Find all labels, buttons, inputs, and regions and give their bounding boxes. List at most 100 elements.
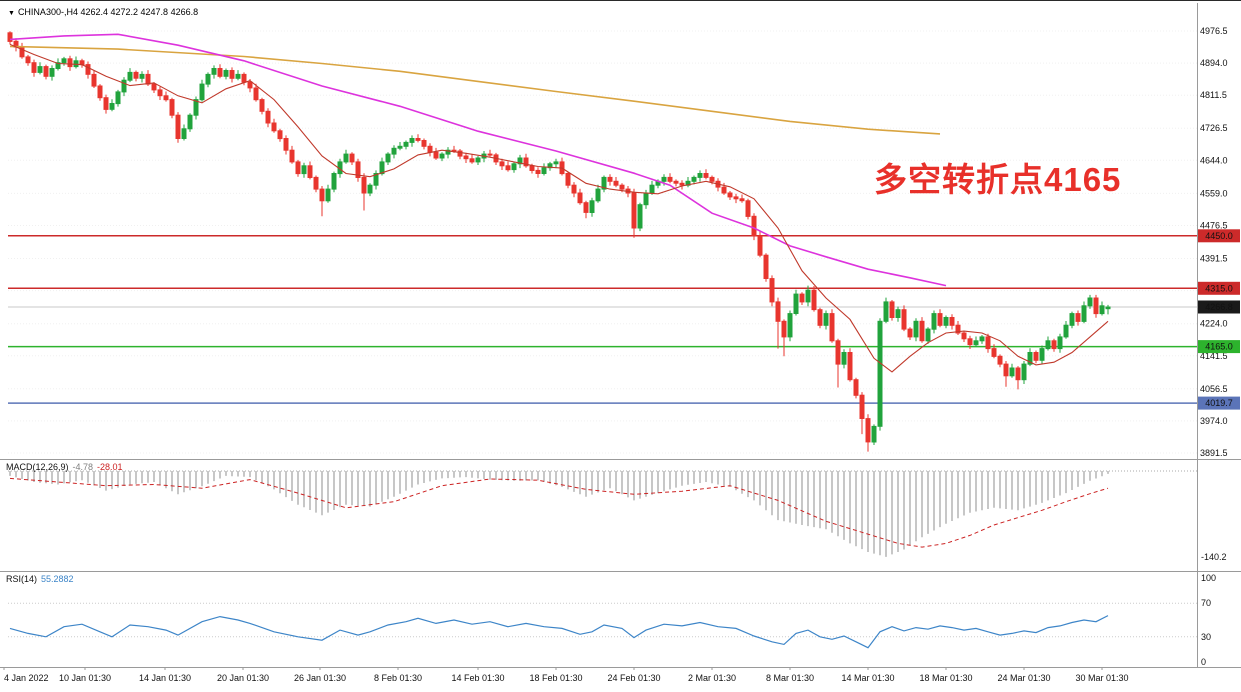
candle <box>325 188 331 202</box>
rsi-name: RSI(14) <box>6 574 38 584</box>
candle <box>751 215 757 237</box>
candle <box>535 169 541 174</box>
candle <box>385 153 391 163</box>
candle <box>895 309 901 319</box>
candle <box>343 153 349 163</box>
candle <box>379 161 385 175</box>
candle <box>889 301 895 318</box>
candle <box>961 332 967 340</box>
candle <box>277 130 283 140</box>
candle <box>139 73 145 79</box>
candle <box>391 147 397 155</box>
time-axis-label[interactable]: 24 Mar 01:30 <box>997 673 1050 683</box>
rsi-indicator-label: RSI(14) 55.2882 <box>6 574 74 584</box>
candle <box>157 89 163 97</box>
time-axis-label[interactable]: 30 Mar 01:30 <box>1075 673 1128 683</box>
candle <box>91 73 97 87</box>
candle <box>433 151 439 159</box>
price-axis-label: 4644.0 <box>1200 155 1228 165</box>
candle <box>757 235 763 256</box>
candle <box>925 328 931 342</box>
candle <box>1051 340 1057 350</box>
candle <box>43 66 49 77</box>
price-tag-label: 4315.0 <box>1205 283 1233 293</box>
candle <box>541 167 547 174</box>
time-axis-label[interactable]: 8 Mar 01:30 <box>766 673 814 683</box>
rsi-line <box>9 615 1109 649</box>
candle <box>643 192 649 206</box>
candle <box>1069 313 1075 326</box>
candle <box>31 62 37 73</box>
candle <box>49 68 55 77</box>
time-axis-label[interactable]: 4 Jan 2022 <box>4 673 49 683</box>
time-axis-label[interactable]: 18 Mar 01:30 <box>919 673 972 683</box>
candle <box>673 180 679 184</box>
time-axis-label[interactable]: 18 Feb 01:30 <box>529 673 582 683</box>
candle <box>721 186 727 194</box>
candle <box>265 110 271 124</box>
candle <box>1099 305 1105 315</box>
candle <box>181 128 187 140</box>
candle <box>295 161 301 175</box>
candle <box>301 165 307 175</box>
candle <box>985 336 991 350</box>
ma-fast-line[interactable] <box>9 43 1109 373</box>
candle <box>457 150 463 157</box>
candle <box>199 83 205 101</box>
candle <box>373 173 379 186</box>
candle <box>307 165 313 179</box>
chart-header: ▼ CHINA300-,H4 4262.4 4272.2 4247.8 4266.… <box>8 7 198 17</box>
candle <box>1015 367 1021 381</box>
candle <box>865 418 871 443</box>
candle <box>883 301 889 322</box>
time-axis-label[interactable]: 8 Feb 01:30 <box>374 673 422 683</box>
candle <box>679 182 685 186</box>
candle <box>319 188 325 202</box>
candle <box>733 196 739 200</box>
candle <box>799 293 805 303</box>
candle <box>745 200 751 217</box>
price-axis-label: 4476.5 <box>1200 221 1228 231</box>
time-axis-label[interactable]: 14 Jan 01:30 <box>139 673 191 683</box>
candle <box>937 313 943 326</box>
candle <box>271 122 277 132</box>
time-axis-label[interactable]: 26 Jan 01:30 <box>294 673 346 683</box>
candle <box>415 138 421 141</box>
time-axis-label[interactable]: 14 Mar 01:30 <box>841 673 894 683</box>
candle <box>397 145 403 149</box>
price-tag-label: 4019.7 <box>1205 398 1233 408</box>
annotation-text[interactable]: 多空转折点4165 <box>874 161 1122 198</box>
macd-signal-line <box>9 477 1109 548</box>
price-axis-label: 3891.5 <box>1200 448 1228 458</box>
ma-slow-line[interactable] <box>9 45 941 135</box>
candle <box>163 95 169 101</box>
candle <box>229 70 235 79</box>
candle <box>775 301 781 322</box>
candle <box>823 313 829 326</box>
time-axis-label[interactable]: 2 Mar 01:30 <box>688 673 736 683</box>
macd-main-value: -4.78 <box>72 462 94 472</box>
ma-mid-line[interactable] <box>9 33 947 287</box>
rsi-axis-label: 70 <box>1201 598 1211 608</box>
price-axis-label: 3974.0 <box>1200 416 1228 426</box>
candle <box>781 320 787 338</box>
time-axis-label[interactable]: 10 Jan 01:30 <box>59 673 111 683</box>
candle <box>439 153 445 159</box>
time-axis-label[interactable]: 14 Feb 01:30 <box>451 673 504 683</box>
candle <box>1033 352 1039 361</box>
candle <box>817 309 823 326</box>
candle <box>511 163 517 171</box>
candle <box>631 192 637 229</box>
symbol-period-label: CHINA300-,H4 <box>17 7 78 17</box>
time-axis-label[interactable]: 20 Jan 01:30 <box>217 673 269 683</box>
candle <box>205 73 211 85</box>
price-axis-label: 4056.5 <box>1200 384 1228 394</box>
macd-axis-label: -140.2 <box>1201 552 1227 562</box>
candle <box>637 204 643 229</box>
candle <box>1003 363 1009 377</box>
candle <box>577 192 583 204</box>
candle <box>97 85 103 99</box>
price-tag-label: 4450.0 <box>1205 231 1233 241</box>
time-axis-label[interactable]: 24 Feb 01:30 <box>607 673 660 683</box>
